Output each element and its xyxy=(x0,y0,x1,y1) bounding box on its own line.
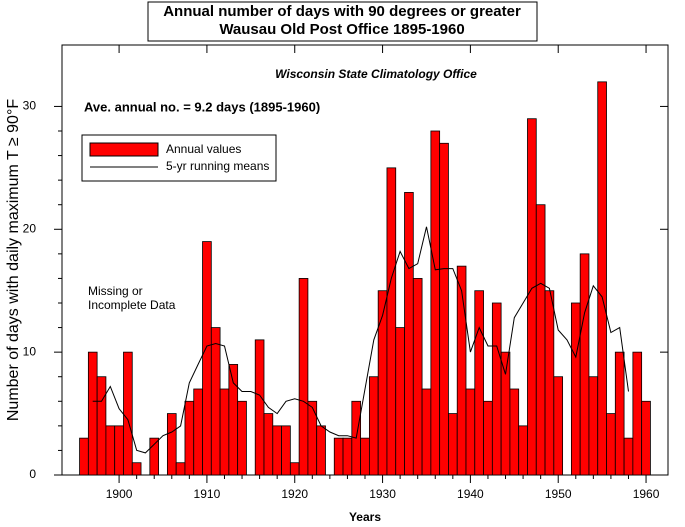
bar xyxy=(597,81,607,476)
bar xyxy=(281,425,291,476)
bar xyxy=(606,413,616,476)
bar xyxy=(79,437,89,476)
bar xyxy=(430,130,441,476)
bar xyxy=(254,339,265,476)
bar xyxy=(342,437,353,476)
x-tick-label: 1960 xyxy=(633,487,660,501)
x-tick-label: 1920 xyxy=(281,487,308,501)
legend-label: 5-yr running means xyxy=(166,159,269,173)
x-axis-label: Years xyxy=(349,510,381,524)
bar xyxy=(87,351,98,476)
bar xyxy=(474,290,484,476)
bar xyxy=(263,413,274,476)
annotation: Missing or xyxy=(88,284,143,298)
annotation: Ave. annual no. = 9.2 days (1895-1960) xyxy=(84,99,320,114)
title-box xyxy=(147,1,538,42)
bar xyxy=(570,302,581,476)
bar xyxy=(465,388,476,476)
bar xyxy=(272,425,282,476)
bar xyxy=(535,204,546,476)
legend: Annual values 5-yr running means xyxy=(81,134,277,182)
bar xyxy=(421,388,432,476)
legend-label: Annual values xyxy=(166,142,241,156)
bar xyxy=(368,376,379,476)
bar xyxy=(377,290,388,476)
x-tick-label: 1910 xyxy=(194,487,221,501)
x-tick-label: 1930 xyxy=(369,487,396,501)
y-tick-label: 10 xyxy=(23,344,37,358)
bar xyxy=(544,290,555,476)
bar xyxy=(237,400,247,476)
x-tick-label: 1950 xyxy=(545,487,572,501)
bar xyxy=(184,400,195,476)
bar xyxy=(219,388,230,476)
bar xyxy=(500,351,511,476)
running-mean-line xyxy=(92,226,629,454)
chart-title: Wausau Old Post Office 1895-1960 xyxy=(219,21,464,38)
bar xyxy=(289,462,300,476)
bar xyxy=(439,142,449,476)
bar xyxy=(105,425,116,476)
bar xyxy=(316,425,326,476)
bar xyxy=(553,376,564,476)
bar xyxy=(518,425,528,476)
bar xyxy=(623,437,634,476)
bar xyxy=(360,437,370,476)
chart-title: Annual number of days with 90 degrees or… xyxy=(163,3,521,20)
bar xyxy=(483,400,493,476)
y-tick-label: 30 xyxy=(23,99,37,113)
bar xyxy=(123,351,133,476)
bar xyxy=(491,302,502,476)
bar xyxy=(333,437,344,476)
annotation: Incomplete Data xyxy=(88,298,176,312)
bar xyxy=(527,118,537,476)
bar xyxy=(386,167,397,476)
bar xyxy=(509,388,520,476)
bar xyxy=(114,425,124,476)
bar xyxy=(193,388,203,476)
legend-swatch xyxy=(89,142,159,157)
bar xyxy=(632,351,643,476)
bar xyxy=(96,376,107,476)
bar xyxy=(448,413,458,476)
y-axis-label: Number of days with daily maximum T ≥ 90… xyxy=(5,99,22,421)
bar xyxy=(404,192,414,476)
bar xyxy=(614,351,625,476)
bar xyxy=(641,400,651,476)
bar xyxy=(131,462,142,476)
bar xyxy=(588,376,599,476)
x-tick-label: 1940 xyxy=(457,487,484,501)
y-tick-label: 0 xyxy=(29,467,36,481)
bar xyxy=(202,241,212,476)
bar xyxy=(298,278,309,476)
bar xyxy=(166,413,177,476)
x-tick-label: 1900 xyxy=(106,487,133,501)
bar xyxy=(412,278,423,476)
bar xyxy=(579,253,590,476)
bar xyxy=(456,265,467,476)
bar xyxy=(395,327,405,476)
bar xyxy=(210,327,221,476)
subtitle: Wisconsin State Climatology Office xyxy=(275,67,477,81)
bar xyxy=(307,400,318,476)
bar xyxy=(175,462,186,476)
y-tick-label: 20 xyxy=(23,221,37,235)
